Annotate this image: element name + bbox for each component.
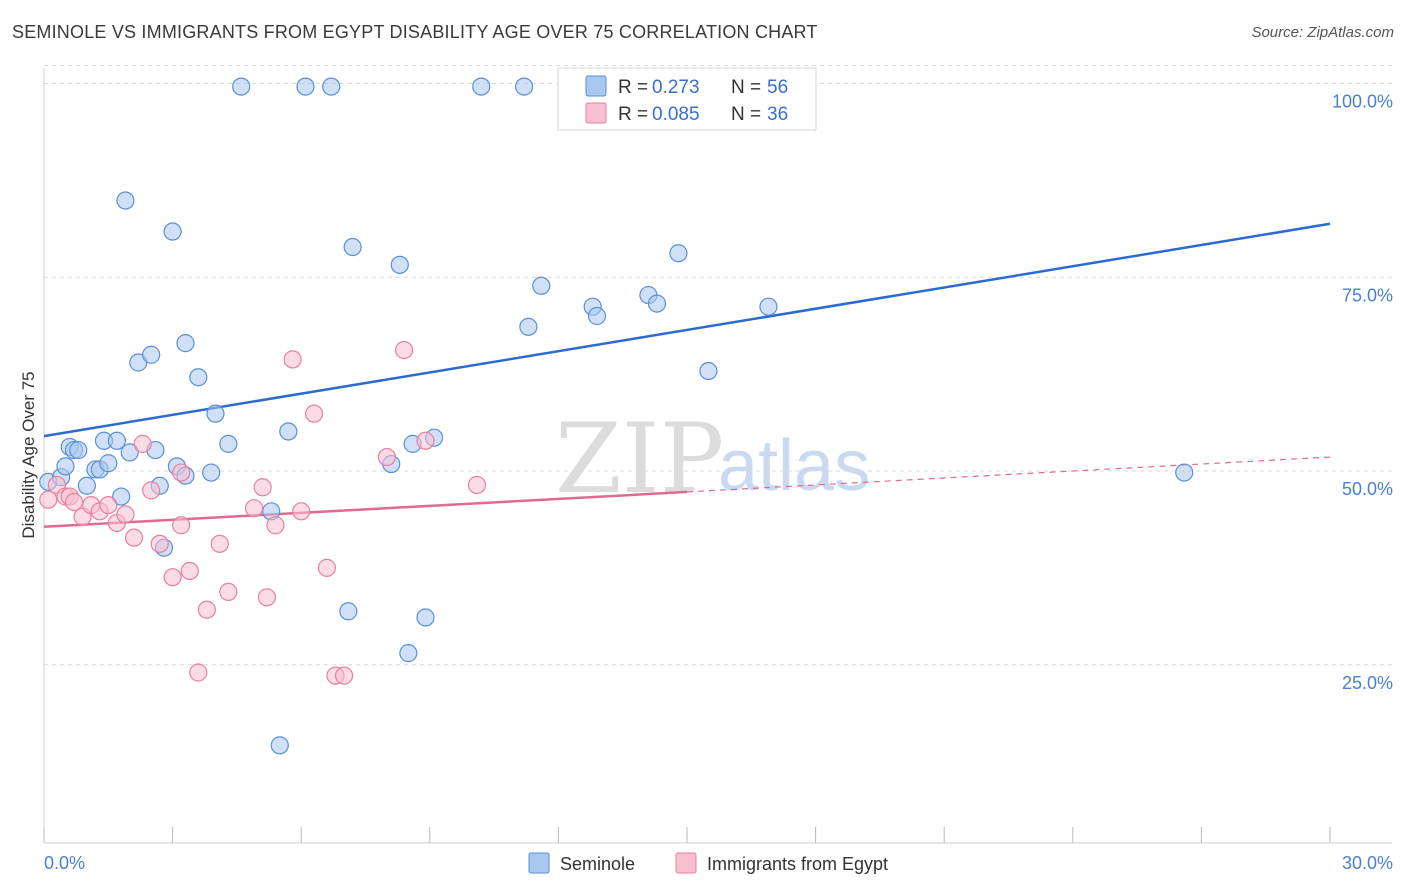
axes	[43, 68, 1392, 844]
bottom-legend: Seminole Immigrants from Egypt	[528, 852, 888, 874]
point-egypt	[244, 499, 264, 518]
point-egypt	[133, 434, 152, 453]
bottom-legend-swatch-seminole	[528, 852, 550, 874]
point-seminole	[759, 297, 778, 316]
point-seminole	[322, 77, 341, 96]
point-seminole	[56, 457, 75, 476]
point-egypt	[266, 516, 285, 535]
point-seminole	[515, 77, 534, 96]
point-egypt	[189, 663, 208, 682]
point-seminole	[532, 276, 551, 295]
trend-line-egypt-extension	[686, 456, 1331, 493]
bottom-legend-label-seminole: Seminole	[560, 854, 635, 874]
point-egypt	[163, 568, 182, 587]
legend-n-value-seminole: 56	[767, 77, 788, 98]
x-tick-label-min: 0.0%	[44, 853, 85, 873]
point-seminole	[206, 404, 225, 423]
point-seminole	[77, 476, 96, 495]
point-egypt	[283, 350, 302, 369]
point-seminole	[339, 602, 358, 621]
legend-r-label-egypt: R =	[618, 104, 648, 125]
point-seminole	[519, 317, 538, 336]
point-egypt	[197, 600, 216, 619]
point-egypt	[317, 558, 337, 577]
point-egypt	[172, 516, 191, 535]
point-egypt	[219, 582, 238, 602]
point-egypt	[142, 481, 161, 500]
point-egypt	[210, 534, 229, 553]
point-egypt	[292, 502, 311, 521]
point-seminole	[142, 345, 161, 364]
chart-title: SEMINOLE VS IMMIGRANTS FROM EGYPT DISABI…	[12, 22, 818, 42]
point-seminole	[669, 244, 688, 263]
legend-r-value-egypt: 0.085	[652, 104, 700, 125]
point-seminole	[296, 77, 315, 96]
point-seminole	[399, 644, 418, 663]
point-egypt	[257, 588, 277, 607]
point-egypt	[377, 447, 397, 467]
bottom-legend-swatch-egypt	[675, 852, 697, 874]
y-tick-labels: 25.0% 50.0% 75.0% 100.0%	[1332, 92, 1393, 693]
point-egypt	[64, 492, 84, 512]
point-seminole	[112, 487, 131, 506]
point-seminole	[189, 368, 208, 387]
point-seminole	[647, 294, 667, 313]
legend-n-label-egypt: N =	[731, 104, 761, 125]
point-seminole	[163, 222, 182, 241]
point-seminole	[472, 77, 491, 96]
point-seminole	[416, 608, 435, 627]
point-egypt	[394, 341, 414, 360]
legend-n-label-seminole: N =	[731, 77, 761, 98]
point-egypt	[116, 505, 135, 524]
gridlines	[44, 65, 1392, 666]
y-tick-label: 50.0%	[1342, 479, 1393, 499]
point-seminole	[107, 431, 126, 450]
point-seminole	[279, 422, 298, 441]
data-points	[39, 77, 1194, 755]
y-axis-title: Disability Age Over 75	[19, 371, 38, 538]
point-egypt	[180, 561, 199, 581]
bottom-legend-label-egypt: Immigrants from Egypt	[707, 854, 888, 874]
trend-line-egypt	[43, 490, 688, 529]
point-seminole	[390, 255, 409, 274]
legend-r-value-seminole: 0.273	[652, 77, 700, 98]
point-seminole	[99, 454, 118, 473]
trend-line-seminole	[43, 222, 1331, 438]
point-seminole	[176, 334, 195, 353]
point-seminole	[343, 237, 362, 257]
point-egypt	[39, 490, 58, 509]
point-egypt	[253, 478, 272, 497]
watermark-atlas: atlas	[718, 426, 870, 506]
point-egypt	[124, 528, 144, 547]
point-seminole	[1175, 463, 1194, 482]
point-seminole	[232, 77, 251, 96]
point-seminole	[270, 736, 289, 755]
legend-n-value-egypt: 36	[767, 104, 788, 125]
point-egypt	[150, 534, 169, 553]
legend-r-label-seminole: R =	[618, 77, 648, 98]
point-egypt	[334, 666, 354, 685]
point-egypt	[416, 431, 435, 450]
point-seminole	[120, 443, 139, 462]
trend-lines	[43, 222, 1331, 529]
point-seminole	[202, 463, 221, 482]
y-tick-label: 25.0%	[1342, 673, 1393, 693]
legend-swatch-seminole	[585, 75, 607, 97]
point-seminole	[587, 306, 607, 326]
point-seminole	[699, 361, 718, 381]
y-tick-label: 100.0%	[1332, 92, 1393, 112]
legend: R = 0.273 N = 56 R = 0.085 N = 36	[557, 67, 817, 131]
legend-swatch-egypt	[585, 102, 607, 124]
x-tick-label-max: 30.0%	[1342, 853, 1393, 873]
y-tick-label: 75.0%	[1342, 285, 1393, 305]
point-egypt	[99, 496, 118, 515]
point-egypt	[304, 404, 324, 423]
point-seminole	[69, 440, 88, 460]
point-egypt	[172, 463, 191, 482]
point-egypt	[467, 475, 487, 495]
point-seminole	[219, 434, 238, 453]
source-label: Source: ZipAtlas.com	[1251, 24, 1394, 41]
point-seminole	[116, 191, 135, 210]
